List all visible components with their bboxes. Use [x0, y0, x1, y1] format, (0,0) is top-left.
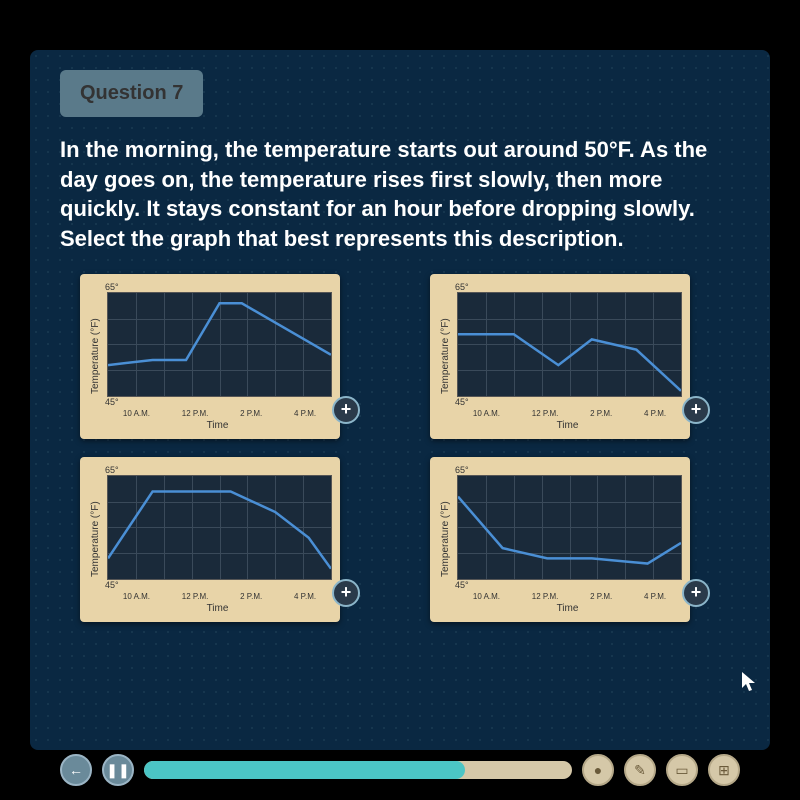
note-tool[interactable]: ▭ — [666, 754, 698, 786]
x-ticks: 10 A.M. 12 P.M. 2 P.M. 4 P.M. — [457, 592, 682, 601]
chart-option-c[interactable]: Temperature (°F)65° 45° 10 A.M. 12 P.M. 2 P.… — [80, 457, 340, 622]
y-min-label: 45° — [455, 580, 682, 590]
quiz-screen: Question 7 In the morning, the temperatu… — [30, 50, 770, 750]
zoom-button[interactable]: + — [332, 396, 360, 424]
y-min-label: 45° — [105, 580, 332, 590]
x-tick: 4 P.M. — [644, 592, 666, 601]
zoom-button[interactable]: + — [682, 579, 710, 607]
data-line — [458, 293, 681, 396]
y-min-label: 45° — [455, 397, 682, 407]
data-line — [108, 293, 331, 396]
x-tick: 2 P.M. — [590, 409, 612, 418]
y-min-label: 45° — [105, 397, 332, 407]
plot-area — [457, 292, 682, 397]
y-axis-label: Temperature (°F) — [438, 465, 453, 614]
y-axis-label: Temperature (°F) — [438, 282, 453, 431]
x-tick: 2 P.M. — [590, 592, 612, 601]
x-tick: 12 P.M. — [182, 592, 209, 601]
x-tick: 10 A.M. — [473, 592, 500, 601]
x-tick: 4 P.M. — [294, 409, 316, 418]
x-ticks: 10 A.M. 12 P.M. 2 P.M. 4 P.M. — [457, 409, 682, 418]
data-line — [458, 476, 681, 579]
question-text: In the morning, the temperature starts o… — [60, 135, 740, 254]
chart-body: 65° 45° 10 A.M. 12 P.M. 2 P.M. 4 P.M. Time — [103, 282, 332, 431]
plot-area — [107, 292, 332, 397]
highlight-tool[interactable]: ● — [582, 754, 614, 786]
y-max-label: 65° — [455, 282, 682, 292]
x-ticks: 10 A.M. 12 P.M. 2 P.M. 4 P.M. — [107, 409, 332, 418]
y-max-label: 65° — [105, 465, 332, 475]
chart-option-a[interactable]: Temperature (°F)65° 45° 10 A.M. 12 P.M. 2 P.… — [80, 274, 340, 439]
chart-body: 65° 45° 10 A.M. 12 P.M. 2 P.M. 4 P.M. Time — [453, 465, 682, 614]
back-button[interactable]: ← — [60, 754, 92, 786]
x-tick: 10 A.M. — [473, 409, 500, 418]
pause-button[interactable]: ❚❚ — [102, 754, 134, 786]
x-tick: 10 A.M. — [123, 592, 150, 601]
x-ticks: 10 A.M. 12 P.M. 2 P.M. 4 P.M. — [107, 592, 332, 601]
progress-fill — [144, 761, 465, 779]
progress-bar: 75% Complete — [144, 761, 572, 779]
pencil-tool[interactable]: ✎ — [624, 754, 656, 786]
data-line — [108, 476, 331, 579]
y-axis-label: Temperature (°F) — [88, 282, 103, 431]
x-tick: 4 P.M. — [644, 409, 666, 418]
bottom-bar: ← ❚❚ 75% Complete ● ✎ ▭ ⊞ — [60, 752, 740, 788]
cursor-icon — [742, 672, 760, 700]
chart-option-d[interactable]: Temperature (°F)65° 45° 10 A.M. 12 P.M. 2 P.… — [430, 457, 690, 622]
zoom-button[interactable]: + — [682, 396, 710, 424]
chart-body: 65° 45° 10 A.M. 12 P.M. 2 P.M. 4 P.M. Time — [103, 465, 332, 614]
x-tick: 4 P.M. — [294, 592, 316, 601]
x-tick: 10 A.M. — [123, 409, 150, 418]
x-tick: 12 P.M. — [182, 409, 209, 418]
x-axis-label: Time — [453, 420, 682, 431]
plot-area — [457, 475, 682, 580]
x-tick: 2 P.M. — [240, 409, 262, 418]
x-axis-label: Time — [103, 603, 332, 614]
x-tick: 2 P.M. — [240, 592, 262, 601]
zoom-button[interactable]: + — [332, 579, 360, 607]
chart-option-b[interactable]: Temperature (°F)65° 45° 10 A.M. 12 P.M. 2 P.… — [430, 274, 690, 439]
x-tick: 12 P.M. — [532, 592, 559, 601]
x-axis-label: Time — [103, 420, 332, 431]
question-tab: Question 7 — [60, 70, 203, 117]
plot-area — [107, 475, 332, 580]
calculator-tool[interactable]: ⊞ — [708, 754, 740, 786]
y-max-label: 65° — [455, 465, 682, 475]
x-axis-label: Time — [453, 603, 682, 614]
y-axis-label: Temperature (°F) — [88, 465, 103, 614]
chart-body: 65° 45° 10 A.M. 12 P.M. 2 P.M. 4 P.M. Time — [453, 282, 682, 431]
y-max-label: 65° — [105, 282, 332, 292]
charts-grid: Temperature (°F)65°45°10 A.M.12 P.M.2 P.… — [60, 274, 740, 622]
x-tick: 12 P.M. — [532, 409, 559, 418]
